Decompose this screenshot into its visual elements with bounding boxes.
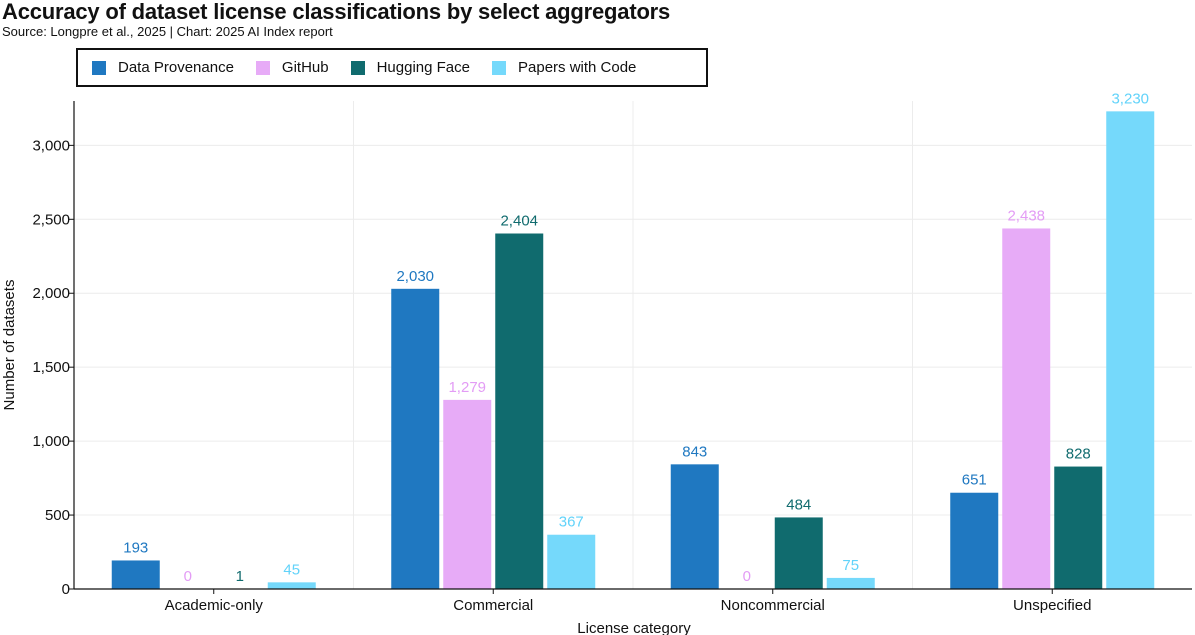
bar xyxy=(774,517,823,589)
data-label: 2,404 xyxy=(500,212,538,229)
data-label: 45 xyxy=(283,561,300,578)
chart-title: Accuracy of dataset license classificati… xyxy=(2,0,671,24)
y-tick-label: 3,000 xyxy=(32,137,70,154)
data-label: 1,279 xyxy=(448,379,486,396)
axes: 0 500 1,000 1,500 2,000 2,500 3,000 Academic-on… xyxy=(32,101,1192,614)
bar xyxy=(391,288,440,589)
legend-swatch-papers-with-code xyxy=(492,60,506,75)
bar xyxy=(1106,111,1155,590)
legend-swatch-hugging-face xyxy=(350,60,365,75)
data-label: 1 xyxy=(236,568,244,585)
legend-swatch-github xyxy=(255,60,270,75)
legend-label: Data Provenance xyxy=(118,59,234,76)
data-labels: 193 0 1 45 2,030 1,279 2,404 367 843 0 484 75 651 2,4… xyxy=(123,90,1149,585)
y-tick-label: 0 xyxy=(62,581,70,598)
legend-swatch-data-provenance xyxy=(92,60,106,75)
legend-item-github: GitHub xyxy=(255,59,329,76)
legend-item-hugging-face: Hugging Face xyxy=(350,59,470,76)
data-label: 651 xyxy=(962,472,987,489)
x-tick-label: Commercial xyxy=(453,597,533,614)
data-label: 843 xyxy=(682,443,707,460)
bar xyxy=(111,560,160,589)
bar xyxy=(443,399,492,589)
bar xyxy=(950,492,999,589)
data-label: 2,030 xyxy=(396,268,434,285)
x-tick-label: Noncommercial xyxy=(721,597,825,614)
x-tick-label: Academic-only xyxy=(165,597,264,614)
data-label: 75 xyxy=(842,557,859,574)
y-tick-label: 500 xyxy=(45,507,70,524)
data-label: 0 xyxy=(743,568,751,585)
legend-label: GitHub xyxy=(281,59,329,76)
y-axis-title: Number of datasets xyxy=(1,280,18,411)
chart-subtitle: Source: Longpre et al., 2025 | Chart: 20… xyxy=(2,24,333,39)
legend-label: Hugging Face xyxy=(376,59,470,76)
bar xyxy=(1054,466,1103,589)
y-tick-label: 2,500 xyxy=(32,211,70,228)
y-tick-label: 1,000 xyxy=(32,433,70,450)
legend-label: Papers with Code xyxy=(518,59,637,76)
data-label: 2,438 xyxy=(1007,207,1045,224)
data-label: 828 xyxy=(1066,446,1091,463)
legend-item-papers-with-code: Papers with Code xyxy=(492,59,636,76)
legend-item-data-provenance: Data Provenance xyxy=(92,59,234,76)
bar xyxy=(670,464,719,589)
data-label: 193 xyxy=(123,539,148,556)
data-label: 3,230 xyxy=(1111,90,1149,107)
data-label: 0 xyxy=(184,568,192,585)
x-tick-label: Unspecified xyxy=(1013,597,1091,614)
bar xyxy=(547,534,596,589)
data-label: 367 xyxy=(559,514,584,531)
bar xyxy=(826,577,875,589)
legend: Data Provenance GitHub Hugging Face Pape… xyxy=(76,48,708,87)
data-label: 484 xyxy=(786,496,811,513)
y-tick-label: 2,000 xyxy=(32,285,70,302)
bars xyxy=(111,111,1155,590)
bar xyxy=(495,233,544,589)
bar xyxy=(1002,228,1051,590)
bar xyxy=(267,582,316,589)
y-tick-label: 1,500 xyxy=(32,359,70,376)
x-axis-title: License category xyxy=(577,620,691,635)
